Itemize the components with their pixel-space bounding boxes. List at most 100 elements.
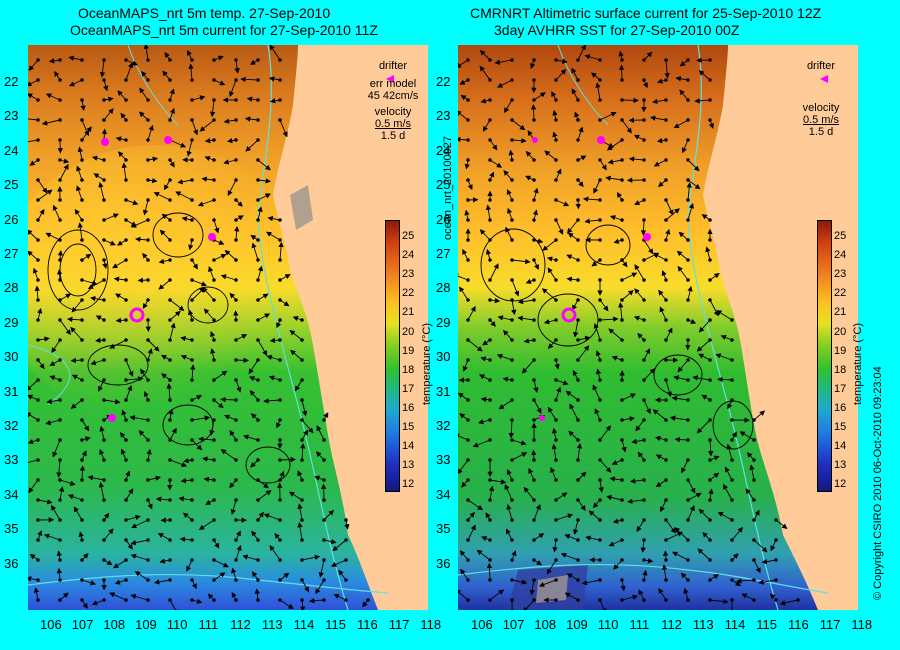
current-arrow <box>33 587 40 601</box>
current-arrow <box>125 62 134 81</box>
current-arrow <box>49 359 61 366</box>
current-arrow <box>87 475 105 481</box>
current-arrow <box>503 329 513 341</box>
current-arrow <box>698 508 711 521</box>
current-arrow <box>130 539 149 546</box>
current-arrow <box>125 376 144 382</box>
current-arrow <box>511 119 526 131</box>
current-arrow <box>59 293 72 301</box>
current-arrow <box>109 592 127 601</box>
current-arrow <box>593 322 601 341</box>
current-arrow <box>37 307 43 321</box>
current-arrow <box>551 427 558 441</box>
current-arrow <box>709 272 720 281</box>
current-arrow <box>45 93 61 101</box>
current-arrow <box>28 250 39 261</box>
current-arrow <box>479 229 491 241</box>
current-arrow <box>98 379 105 392</box>
current-arrow <box>594 408 601 421</box>
current-arrow <box>677 359 689 373</box>
latitude-label: 24 <box>4 142 19 158</box>
current-arrow <box>665 208 680 221</box>
legend-velocity-scale: 0.5 m/s <box>374 118 412 130</box>
current-arrow <box>620 579 626 592</box>
colorbar-tick: 21 <box>834 306 847 319</box>
current-arrow <box>52 204 61 221</box>
current-arrow <box>745 488 755 501</box>
current-arrow <box>458 433 469 441</box>
current-arrow <box>606 139 623 151</box>
colorbar-tick: 15 <box>402 421 415 433</box>
current-arrow <box>130 593 149 601</box>
current-arrow <box>555 199 570 207</box>
current-arrow <box>486 562 493 581</box>
current-arrow <box>59 319 71 336</box>
current-arrow <box>508 419 515 439</box>
current-arrow <box>577 335 591 342</box>
current-arrow <box>99 448 105 461</box>
current-arrow <box>698 353 711 361</box>
current-arrow <box>672 551 689 561</box>
current-arrow <box>458 392 469 401</box>
latitude-label: 34 <box>436 486 451 502</box>
current-arrow <box>316 425 325 441</box>
current-arrow <box>213 559 229 568</box>
current-arrow <box>458 459 469 475</box>
current-arrow <box>566 276 579 282</box>
legend-err-value: 45 42cm/s <box>367 90 419 102</box>
latitude-label: 32 <box>436 418 451 433</box>
current-arrow <box>251 530 259 541</box>
current-arrow <box>613 559 623 570</box>
longitude-label: 115 <box>325 617 347 632</box>
current-arrow <box>686 182 692 201</box>
current-arrow <box>249 390 259 401</box>
current-arrow <box>522 599 535 610</box>
current-arrow <box>279 572 290 581</box>
current-arrow <box>220 274 237 281</box>
current-arrow <box>220 396 237 403</box>
current-arrow <box>717 376 733 383</box>
current-arrow <box>333 593 347 601</box>
current-arrow <box>739 431 755 441</box>
current-arrow <box>28 394 39 401</box>
current-arrow <box>723 483 733 501</box>
current-arrow <box>130 219 149 228</box>
current-arrow <box>621 416 635 422</box>
current-arrow <box>169 88 175 101</box>
current-arrow <box>458 589 469 601</box>
current-arrow <box>555 58 568 64</box>
current-arrow <box>263 398 281 404</box>
current-arrow <box>599 459 612 473</box>
current-arrow <box>79 465 86 481</box>
current-arrow <box>301 419 314 434</box>
current-arrow <box>98 481 105 501</box>
current-arrow <box>566 219 579 234</box>
current-arrow <box>198 519 215 530</box>
latitude-label: 25 <box>4 177 19 193</box>
longitude-label: 107 <box>502 617 525 632</box>
current-arrow <box>530 104 537 121</box>
current-arrow <box>279 119 288 138</box>
current-arrow <box>117 151 127 161</box>
colorbar-tick: 13 <box>402 459 415 472</box>
longitude-label: 114 <box>293 617 315 632</box>
current-arrow <box>301 429 309 441</box>
current-arrow <box>147 339 160 352</box>
colorbar-tick: 18 <box>834 363 847 376</box>
current-arrow <box>263 513 281 521</box>
current-arrow <box>511 279 520 297</box>
current-arrow <box>658 588 667 601</box>
current-arrow <box>533 503 541 521</box>
current-arrow <box>643 348 651 361</box>
current-arrow <box>323 538 337 545</box>
current-arrow <box>257 313 271 321</box>
current-arrow <box>506 469 513 481</box>
current-arrow <box>697 548 711 561</box>
latitude-label: 34 <box>4 486 19 502</box>
right-title-line2: 3day AVHRR SST for 27-Sep-2010 00Z <box>494 22 740 38</box>
current-arrow <box>230 499 237 515</box>
current-arrow <box>555 513 574 521</box>
current-arrow <box>609 215 623 221</box>
current-arrow <box>240 76 259 83</box>
colorbar-tick: 23 <box>834 268 847 281</box>
